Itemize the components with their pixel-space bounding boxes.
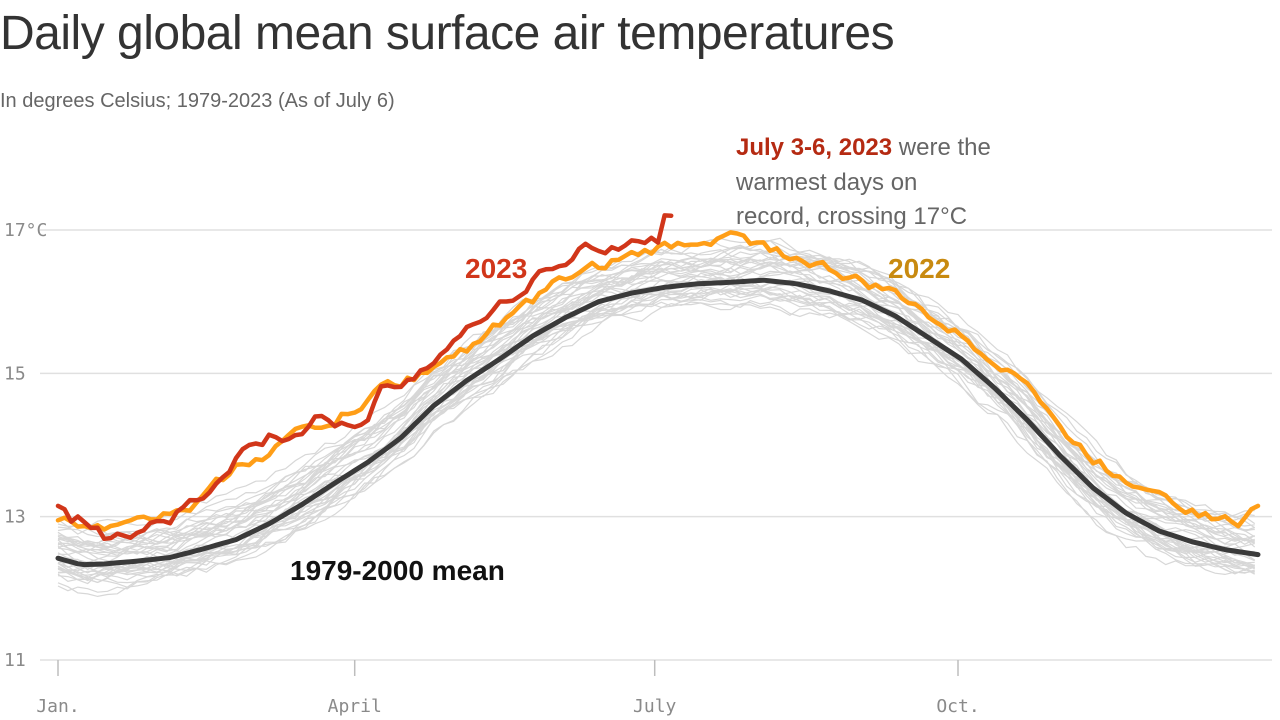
record-annotation-line3: record, crossing 17°C (736, 203, 967, 230)
other-year-line (57, 294, 1255, 584)
series-line-mean (55, 277, 1261, 568)
x-tick-label: Oct. (936, 696, 979, 717)
other-year-line (57, 256, 1255, 554)
other-year-line (57, 301, 1255, 593)
other-year-line (57, 257, 1255, 556)
series-label-2023: 2023 (465, 253, 527, 284)
other-years-lines (57, 237, 1256, 598)
other-year-line (57, 278, 1255, 578)
other-year-line (57, 249, 1255, 556)
grid-lines (40, 229, 1272, 661)
other-year-line (57, 289, 1255, 573)
other-year-line (57, 288, 1256, 574)
other-year-line (57, 291, 1255, 588)
series-line-2022 (55, 230, 1261, 532)
other-year-line (57, 264, 1256, 564)
other-year-line (57, 237, 1255, 528)
x-tick-label: Jan. (36, 696, 79, 717)
y-tick-label: 13 (4, 507, 26, 528)
series-label-mean: 1979-2000 mean (290, 555, 505, 586)
chart-subtitle: In degrees Celsius; 1979-2023 (As of Jul… (0, 90, 395, 112)
series-label-2022: 2022 (888, 253, 950, 284)
y-axis-ticks: 17°C 15 13 11 (4, 220, 47, 671)
record-annotation-line2: warmest days on (735, 169, 917, 196)
chart-title: Daily global mean surface air temperatur… (0, 7, 895, 60)
other-year-line (57, 276, 1255, 575)
record-annotation-text1: were the (892, 134, 991, 161)
x-tick-label: July (633, 696, 677, 717)
y-tick-label: 15 (4, 363, 26, 384)
record-annotation-line1: July 3-6, 2023 were the (736, 134, 991, 161)
record-annotation-highlight: July 3-6, 2023 (736, 134, 892, 161)
other-year-line (57, 292, 1255, 580)
other-year-line (57, 277, 1255, 575)
y-tick-label: 17°C (4, 220, 47, 241)
other-year-line (57, 299, 1255, 598)
x-tick-label: April (328, 696, 382, 717)
other-year-line (57, 276, 1255, 574)
series-line-2023 (55, 213, 674, 542)
other-year-line (57, 287, 1255, 582)
other-year-line (57, 258, 1256, 548)
series-lines (55, 213, 1261, 568)
other-year-line (57, 249, 1255, 545)
other-year-line (57, 237, 1255, 537)
y-tick-label: 11 (4, 650, 26, 671)
x-axis-ticks: Jan. April July Oct. (36, 660, 980, 717)
